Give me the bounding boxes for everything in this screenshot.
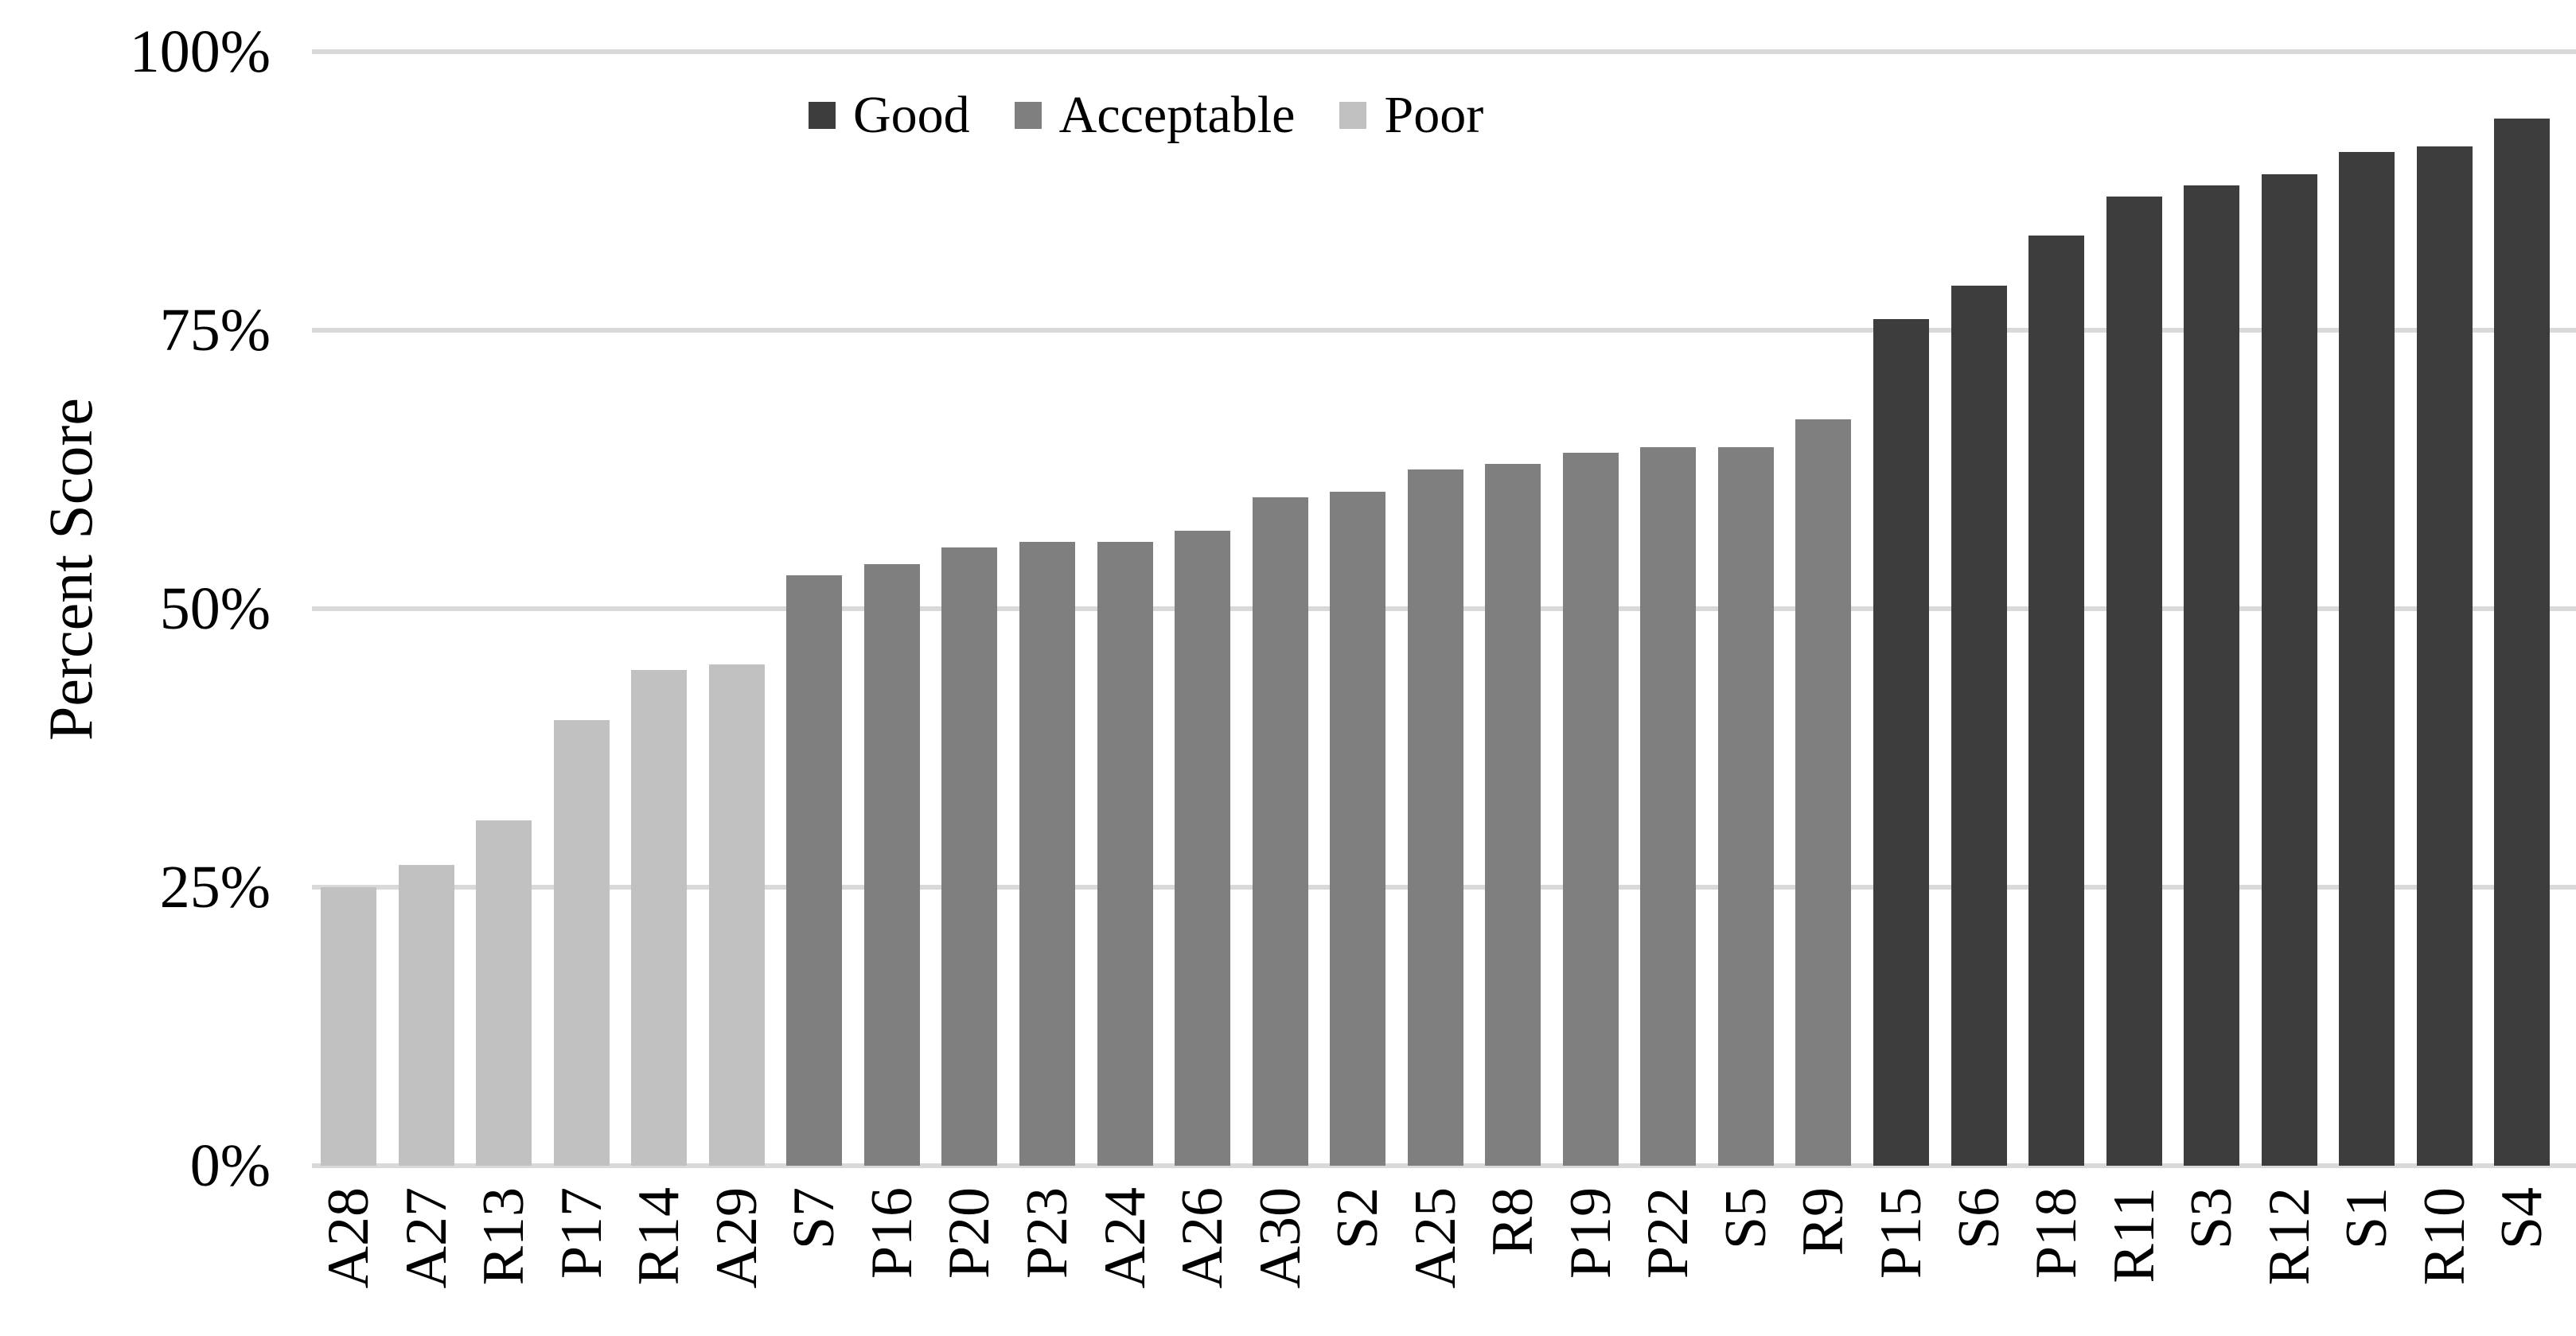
x-tick-label-A25: A25	[1402, 1187, 1468, 1289]
x-tick-label-P16: P16	[859, 1187, 925, 1280]
x-tick-label-P19: P19	[1557, 1187, 1623, 1280]
bar-R12	[2261, 174, 2317, 1166]
bar-A24	[1097, 542, 1153, 1166]
x-tick-label-R8: R8	[1480, 1187, 1546, 1256]
legend-swatch-poor	[1339, 102, 1367, 129]
bar-P18	[2028, 236, 2085, 1166]
x-tick-label-P17: P17	[548, 1187, 614, 1280]
bar-P23	[1019, 542, 1075, 1166]
y-tick-label-100%: 100%	[129, 18, 271, 85]
bar-S6	[1951, 286, 2007, 1166]
bar-R10	[2416, 146, 2473, 1166]
x-tick-label-P15: P15	[1869, 1187, 1934, 1280]
x-tick-label-A30: A30	[1247, 1187, 1313, 1289]
bar-P15	[1873, 319, 1929, 1166]
bar-P22	[1640, 447, 1697, 1166]
bar-P20	[941, 547, 998, 1166]
x-tick-label-A29: A29	[703, 1187, 770, 1289]
x-tick-label-A27: A27	[393, 1187, 459, 1289]
y-tick-label-0%: 0%	[189, 1132, 271, 1199]
x-tick-label-S7: S7	[781, 1187, 848, 1250]
x-tick-label-S4: S4	[2489, 1187, 2555, 1250]
x-tick-label-S2: S2	[1325, 1187, 1391, 1250]
bar-R8	[1485, 464, 1541, 1166]
x-tick-label-A26: A26	[1170, 1187, 1235, 1289]
bar-P17	[553, 720, 610, 1166]
bar-R13	[476, 820, 532, 1166]
x-tick-label-R10: R10	[2411, 1187, 2477, 1286]
bar-A27	[398, 865, 454, 1166]
x-tick-label-P18: P18	[2024, 1187, 2090, 1280]
bar-S7	[786, 575, 843, 1166]
bar-P16	[863, 564, 920, 1166]
y-tick-label-25%: 25%	[159, 854, 271, 921]
x-tick-label-R9: R9	[1791, 1187, 1857, 1256]
bar-S1	[2339, 152, 2395, 1166]
x-tick-label-R11: R11	[2101, 1187, 2167, 1283]
bar-A28	[321, 887, 376, 1166]
bar-A29	[708, 664, 765, 1166]
x-tick-label-A24: A24	[1092, 1187, 1158, 1289]
bar-A26	[1175, 531, 1230, 1166]
x-tick-label-P23: P23	[1014, 1187, 1080, 1280]
x-tick-label-P22: P22	[1635, 1187, 1701, 1280]
x-tick-label-S1: S1	[2334, 1187, 2400, 1250]
bar-A30	[1252, 497, 1308, 1166]
legend-label-acceptable: Acceptable	[1058, 86, 1296, 144]
bar-A25	[1407, 469, 1463, 1166]
y-tick-label-50%: 50%	[159, 575, 271, 642]
x-tick-label-R14: R14	[626, 1187, 692, 1286]
x-tick-label-R12: R12	[2256, 1187, 2322, 1286]
gridline-100%	[312, 49, 2576, 54]
x-tick-label-A28: A28	[316, 1187, 381, 1289]
legend-swatch-good	[809, 102, 836, 129]
legend: Good Acceptable Poor	[809, 89, 1483, 142]
legend-item-poor: Poor	[1339, 89, 1483, 142]
legend-label-good: Good	[853, 86, 970, 144]
y-tick-label-75%: 75%	[159, 297, 271, 364]
bar-R11	[2106, 197, 2162, 1166]
legend-swatch-acceptable	[1014, 102, 1042, 129]
gridline-75%	[312, 328, 2576, 333]
y-axis-title: Percent Score	[35, 0, 107, 1138]
bar-R9	[1795, 419, 1852, 1166]
bar-S5	[1717, 447, 1774, 1166]
bar-S2	[1330, 492, 1386, 1166]
gridline-0%	[312, 1163, 2576, 1168]
legend-item-acceptable: Acceptable	[1014, 86, 1296, 144]
x-tick-label-R13: R13	[471, 1187, 537, 1286]
bar-P19	[1562, 453, 1619, 1166]
legend-label-poor: Poor	[1384, 86, 1484, 144]
x-tick-label-S5: S5	[1713, 1187, 1779, 1250]
bar-R14	[631, 670, 688, 1166]
x-tick-label-S3: S3	[2179, 1187, 2245, 1250]
bar-S3	[2184, 185, 2240, 1166]
x-tick-label-S6: S6	[1946, 1187, 2012, 1250]
x-tick-label-P20: P20	[937, 1187, 1003, 1280]
legend-item-good: Good	[809, 89, 970, 142]
bar-S4	[2494, 119, 2551, 1166]
y-axis-title-text: Percent Score	[36, 397, 105, 741]
